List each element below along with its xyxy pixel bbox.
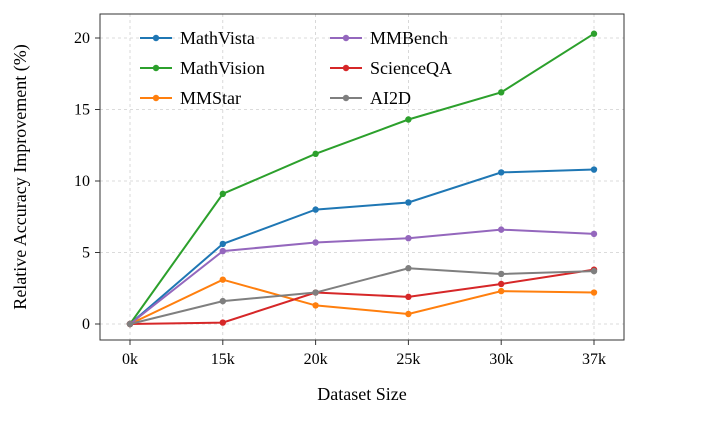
legend-item: MMBench bbox=[330, 28, 448, 48]
data-point bbox=[498, 270, 505, 278]
data-point bbox=[498, 226, 505, 233]
legend-marker-dot bbox=[342, 64, 350, 72]
data-point bbox=[498, 280, 505, 288]
data-point bbox=[126, 320, 134, 328]
data-point bbox=[405, 235, 412, 242]
series-line bbox=[129, 268, 595, 325]
legend-marker-dot bbox=[152, 94, 160, 102]
data-point bbox=[405, 293, 412, 301]
data-point bbox=[590, 30, 598, 37]
x-tick-label: 37k bbox=[582, 351, 606, 368]
legend-label: MMBench bbox=[370, 28, 448, 48]
x-tick-label: 0k bbox=[122, 351, 138, 368]
legend-label: AI2D bbox=[370, 88, 411, 108]
data-point bbox=[498, 169, 505, 176]
legend-item: AI2D bbox=[330, 88, 411, 108]
series-line bbox=[129, 267, 595, 325]
data-point bbox=[498, 89, 505, 96]
legend-marker-dot bbox=[152, 34, 160, 42]
data-point bbox=[312, 150, 319, 158]
legend-marker-dot bbox=[152, 64, 160, 72]
series-line bbox=[129, 228, 595, 325]
y-axis-label: Relative Accuracy Improvement (%) bbox=[10, 44, 31, 309]
data-point bbox=[405, 199, 412, 206]
data-point bbox=[498, 287, 505, 295]
legend: MathVista MathVision MMStar MMBench ScienceQ… bbox=[140, 28, 452, 108]
axes bbox=[95, 13, 625, 345]
y-tick-label: 20 bbox=[74, 30, 90, 47]
data-point bbox=[219, 319, 226, 326]
data-point bbox=[219, 276, 226, 283]
data-point bbox=[405, 310, 412, 318]
data-point bbox=[405, 265, 412, 272]
y-tick-label: 0 bbox=[82, 316, 90, 333]
legend-label: MathVision bbox=[180, 58, 265, 78]
y-tick-label: 10 bbox=[74, 173, 90, 190]
legend-marker-dot bbox=[342, 34, 350, 42]
legend-item: MathVista bbox=[140, 28, 255, 48]
x-axis-label: Dataset Size bbox=[317, 384, 406, 404]
data-point bbox=[312, 289, 319, 296]
legend-item: ScienceQA bbox=[330, 58, 452, 78]
data-point bbox=[590, 230, 598, 238]
data-point bbox=[219, 247, 226, 255]
gridlines bbox=[100, 14, 624, 340]
plot-series bbox=[126, 30, 598, 328]
series-line bbox=[129, 168, 595, 325]
y-tick-label: 15 bbox=[74, 102, 90, 119]
legend-label: MMStar bbox=[180, 88, 241, 108]
data-point bbox=[590, 289, 598, 296]
legend-label: MathVista bbox=[180, 28, 255, 48]
legend-marker-dot bbox=[342, 94, 350, 102]
legend-item: MathVision bbox=[140, 58, 265, 78]
plot-border bbox=[99, 13, 625, 341]
x-tick-label: 25k bbox=[396, 351, 420, 368]
tick-labels: 0k 15k 20k 25k 30k 37k 0 5 10 15 20 bbox=[74, 30, 606, 368]
data-point bbox=[312, 239, 319, 246]
series-line bbox=[129, 32, 595, 325]
data-point bbox=[405, 116, 412, 123]
data-point bbox=[590, 267, 598, 275]
x-tick-label: 20k bbox=[304, 351, 328, 368]
data-point bbox=[590, 166, 598, 173]
legend-label: ScienceQA bbox=[370, 58, 452, 78]
data-point bbox=[312, 206, 319, 213]
data-point bbox=[219, 297, 226, 305]
data-point bbox=[219, 190, 226, 198]
x-tick-label: 15k bbox=[211, 351, 235, 368]
series-line bbox=[129, 278, 595, 325]
y-tick-label: 5 bbox=[82, 245, 90, 262]
data-point bbox=[312, 302, 319, 309]
x-tick-label: 30k bbox=[489, 351, 513, 368]
legend-item: MMStar bbox=[140, 88, 241, 108]
data-point bbox=[219, 240, 226, 248]
